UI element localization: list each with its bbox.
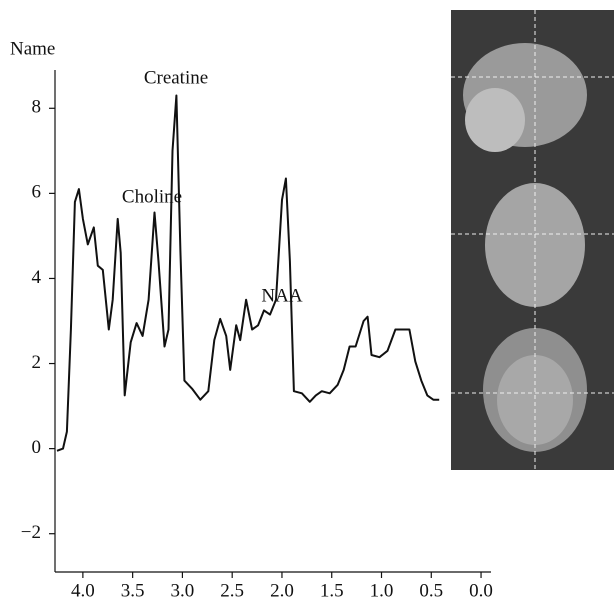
y-axis-label: Name: [10, 38, 55, 59]
mri-images: [451, 10, 614, 470]
x-tick-label: 2.0: [270, 580, 294, 599]
annotation: Choline: [122, 186, 182, 207]
spectrum-line: [57, 96, 439, 451]
x-tick-label: 3.0: [171, 580, 195, 599]
annotation: Creatine: [144, 67, 208, 88]
x-tick-label: 1.5: [320, 580, 344, 599]
x-tick-label: 4.0: [71, 580, 95, 599]
x-tick-label: 1.0: [370, 580, 394, 599]
x-tick-label: 0.0: [469, 580, 493, 599]
y-tick-label: 0: [32, 437, 42, 458]
x-tick-label: 0.5: [419, 580, 443, 599]
y-tick-label: 6: [32, 182, 42, 203]
y-tick-label: 4: [32, 267, 42, 288]
annotation: NAA: [261, 285, 302, 306]
y-tick-label: 8: [32, 97, 42, 118]
y-tick-label: 2: [32, 352, 42, 373]
x-tick-label: 2.5: [220, 580, 244, 599]
chart: Name −2 0 2 4 6 8 4.0 3.5 3.0 2.5 2.0 1.5 1.0 0.5 0.0 C…: [0, 0, 614, 599]
y-tick-label: −2: [21, 522, 41, 543]
x-tick-label: 3.5: [121, 580, 145, 599]
mri-sagittal-face: [465, 88, 525, 152]
